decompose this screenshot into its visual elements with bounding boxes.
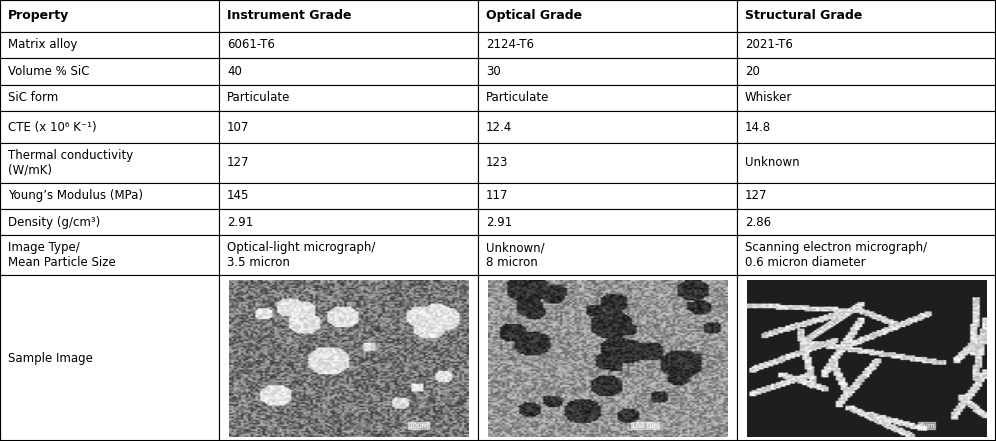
Text: Particulate: Particulate <box>486 91 550 105</box>
Bar <box>0 183 219 209</box>
Text: CTE (x 10⁶ K⁻¹): CTE (x 10⁶ K⁻¹) <box>8 120 97 134</box>
Bar <box>219 209 478 235</box>
Text: 5μm: 5μm <box>919 423 934 429</box>
Text: 127: 127 <box>227 156 250 169</box>
Bar <box>0 32 219 58</box>
Bar <box>0 58 219 85</box>
Bar <box>478 111 737 143</box>
Text: 2.86: 2.86 <box>745 216 771 229</box>
Text: 2021-T6: 2021-T6 <box>745 38 793 52</box>
Text: 20: 20 <box>745 65 760 78</box>
Bar <box>0 209 219 235</box>
Text: 127: 127 <box>745 189 768 202</box>
Text: 100 μm: 100 μm <box>631 423 658 429</box>
Bar <box>737 111 996 143</box>
Text: Image Type/
Mean Particle Size: Image Type/ Mean Particle Size <box>8 241 116 269</box>
Bar <box>219 58 478 85</box>
Text: 10μm: 10μm <box>408 423 428 429</box>
Bar <box>737 0 996 32</box>
Bar <box>219 235 478 275</box>
Bar <box>737 209 996 235</box>
Bar <box>737 235 996 275</box>
Text: 145: 145 <box>227 189 249 202</box>
Bar <box>219 111 478 143</box>
Text: Optical-light micrograph/
3.5 micron: Optical-light micrograph/ 3.5 micron <box>227 241 375 269</box>
Bar <box>478 235 737 275</box>
Bar <box>0 275 219 441</box>
Text: 2.91: 2.91 <box>486 216 512 229</box>
Bar <box>478 143 737 183</box>
Text: 6061-T6: 6061-T6 <box>227 38 275 52</box>
Text: Thermal conductivity
(W/mK): Thermal conductivity (W/mK) <box>8 149 133 177</box>
Text: Particulate: Particulate <box>227 91 291 105</box>
Bar <box>0 143 219 183</box>
Bar <box>478 0 737 32</box>
Bar <box>478 85 737 111</box>
Bar <box>478 209 737 235</box>
Text: Unknown: Unknown <box>745 156 800 169</box>
Bar <box>219 85 478 111</box>
Bar <box>478 58 737 85</box>
Bar <box>737 275 996 441</box>
Text: Optical Grade: Optical Grade <box>486 9 583 22</box>
Bar <box>0 111 219 143</box>
Bar <box>478 32 737 58</box>
Text: 2124-T6: 2124-T6 <box>486 38 534 52</box>
Text: SiC form: SiC form <box>8 91 58 105</box>
Text: Volume % SiC: Volume % SiC <box>8 65 90 78</box>
Text: Sample Image: Sample Image <box>8 351 93 365</box>
Bar <box>737 183 996 209</box>
Bar <box>0 235 219 275</box>
Text: 117: 117 <box>486 189 509 202</box>
Text: 2.91: 2.91 <box>227 216 253 229</box>
Text: 123: 123 <box>486 156 508 169</box>
Text: 107: 107 <box>227 120 249 134</box>
Bar <box>737 143 996 183</box>
Bar <box>737 32 996 58</box>
Text: Density (g/cm³): Density (g/cm³) <box>8 216 101 229</box>
Bar <box>737 85 996 111</box>
Text: Whisker: Whisker <box>745 91 793 105</box>
Bar <box>219 143 478 183</box>
Text: Young’s Modulus (MPa): Young’s Modulus (MPa) <box>8 189 143 202</box>
Text: Unknown/
8 micron: Unknown/ 8 micron <box>486 241 545 269</box>
Bar <box>478 275 737 441</box>
Text: Property: Property <box>8 9 69 22</box>
Text: Scanning electron micrograph/
0.6 micron diameter: Scanning electron micrograph/ 0.6 micron… <box>745 241 927 269</box>
Bar <box>219 275 478 441</box>
Text: 14.8: 14.8 <box>745 120 771 134</box>
Text: 30: 30 <box>486 65 501 78</box>
Text: 12.4: 12.4 <box>486 120 512 134</box>
Bar <box>219 0 478 32</box>
Text: Matrix alloy: Matrix alloy <box>8 38 78 52</box>
Bar <box>219 183 478 209</box>
Bar <box>0 0 219 32</box>
Bar <box>737 58 996 85</box>
Bar <box>0 85 219 111</box>
Text: Structural Grade: Structural Grade <box>745 9 863 22</box>
Text: 40: 40 <box>227 65 242 78</box>
Text: Instrument Grade: Instrument Grade <box>227 9 352 22</box>
Bar <box>478 183 737 209</box>
Bar <box>219 32 478 58</box>
